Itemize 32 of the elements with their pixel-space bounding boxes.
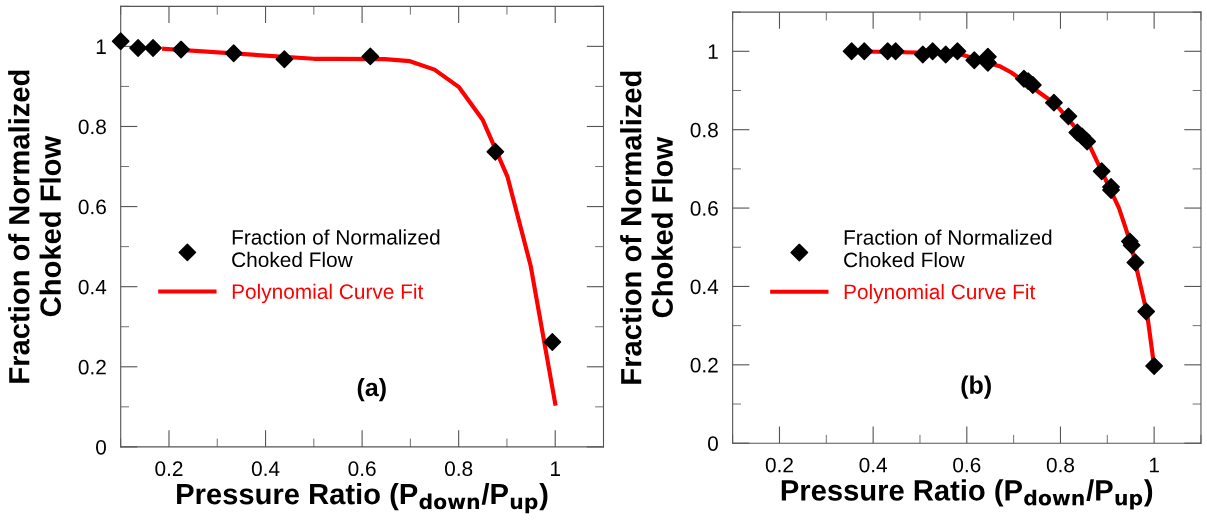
y-tick-label: 0.2 <box>78 359 106 375</box>
legend-label: Fraction of Normalized Choked Flow <box>232 229 440 268</box>
x-tick-label: 1 <box>551 461 560 476</box>
legend-label: Fraction of Normalized Choked Flow <box>844 229 1052 268</box>
y-tick-label: 0.8 <box>78 119 106 135</box>
y-tick-label: 1 <box>96 39 106 54</box>
y-tick-label: 0.6 <box>78 199 106 215</box>
x-axis-title: Pressure Ratio (P$_{down}$/P$_{up}$) <box>177 482 548 514</box>
x-tick-label: 0.2 <box>765 457 793 473</box>
y-tick-label: 0.2 <box>690 357 718 373</box>
x-tick-label: 0.6 <box>348 461 376 477</box>
x-tick-label: 0.6 <box>953 457 981 473</box>
legend-label: Polynomial Curve Fit <box>844 283 1036 304</box>
y-tick-label: 1 <box>708 44 718 59</box>
y-tick-label: 0.6 <box>690 201 718 216</box>
x-tick-label: 0.2 <box>155 461 183 477</box>
annotation: (b) <box>961 375 991 399</box>
x-tick-label: 1 <box>1149 457 1159 473</box>
y-tick-label: 0 <box>707 436 718 451</box>
x-tick-label: 0.4 <box>251 461 280 477</box>
y-axis-title: Fraction of Normalized Choked Flow <box>8 70 61 383</box>
annotation: (a) <box>357 377 386 402</box>
legend-label: Polynomial Curve Fit <box>232 283 424 304</box>
x-tick-label: 0.4 <box>859 457 888 473</box>
x-tick-label: 0.8 <box>1046 457 1075 473</box>
y-axis-title: Fraction of Normalized Choked Flow <box>620 71 673 384</box>
x-tick-label: 0.8 <box>444 461 473 477</box>
x-axis-title: Pressure Ratio (P$_{down}$/P$_{up}$) <box>781 479 1153 510</box>
y-tick-label: 0.4 <box>78 279 107 295</box>
y-tick-label: 0.4 <box>690 279 719 295</box>
y-tick-label: 0 <box>96 439 106 455</box>
y-tick-label: 0.8 <box>690 122 718 138</box>
